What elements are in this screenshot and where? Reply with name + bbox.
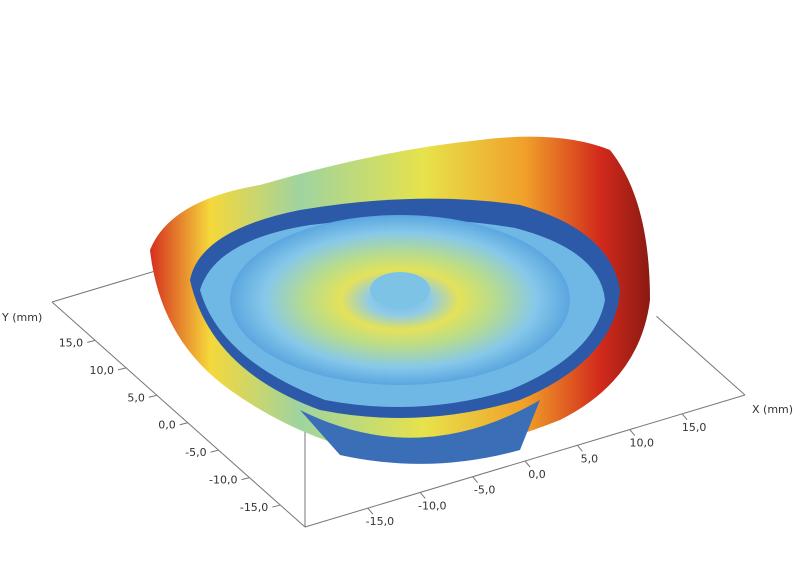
y-axis bbox=[51, 301, 306, 528]
surface bbox=[150, 136, 650, 464]
x-tick bbox=[419, 492, 426, 499]
y-tick bbox=[117, 367, 127, 371]
y-tick-label: -10,0 bbox=[209, 474, 237, 487]
center-peak bbox=[370, 272, 430, 308]
y-tick-label: -15,0 bbox=[240, 501, 268, 514]
y-axis-label: Y (mm) bbox=[1, 311, 42, 324]
x-tick bbox=[629, 429, 636, 436]
y-tick-label: 5,0 bbox=[127, 391, 145, 404]
front-skirt bbox=[300, 400, 540, 464]
y-tick-label: 0,0 bbox=[158, 419, 176, 432]
side-edge bbox=[656, 315, 746, 396]
x-tick bbox=[472, 476, 479, 484]
y-tick bbox=[87, 339, 96, 343]
y-tick bbox=[210, 449, 219, 453]
y-tick bbox=[179, 422, 188, 426]
x-tick bbox=[524, 460, 531, 468]
x-tick-label: 0,0 bbox=[528, 468, 546, 481]
x-tick-label: -10,0 bbox=[418, 499, 446, 512]
x-tick bbox=[367, 507, 374, 515]
axes: -15,0 -10,0 -5,0 0,0 5,0 10,0 15,0 -15,0 -10,0 -5… bbox=[51, 261, 746, 528]
x-tick-label: 10,0 bbox=[630, 437, 655, 450]
x-tick-label: 15,0 bbox=[682, 421, 707, 434]
x-tick bbox=[576, 444, 583, 452]
x-tick bbox=[681, 413, 688, 421]
x-tick-label: -15,0 bbox=[366, 515, 394, 528]
y-tick bbox=[272, 504, 281, 508]
y-tick-label: 15,0 bbox=[59, 336, 84, 349]
x-axis-label: X (mm) bbox=[752, 403, 793, 416]
y-tick bbox=[148, 394, 158, 398]
y-tick-label: 10,0 bbox=[90, 364, 115, 377]
y-tick-label: -5,0 bbox=[185, 446, 206, 459]
x-tick-label: 5,0 bbox=[581, 452, 599, 465]
x-tick-label: -5,0 bbox=[474, 484, 495, 497]
y-tick bbox=[241, 477, 250, 481]
